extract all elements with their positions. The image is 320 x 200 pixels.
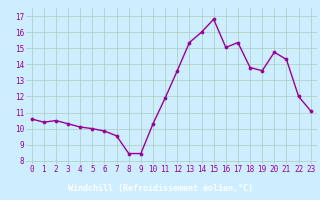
Text: Windchill (Refroidissement éolien,°C): Windchill (Refroidissement éolien,°C) bbox=[68, 184, 252, 193]
